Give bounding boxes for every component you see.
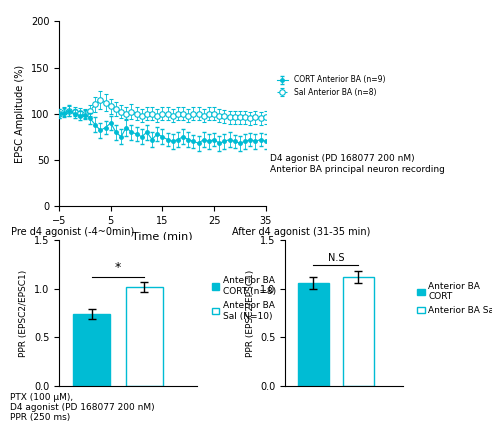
Legend: Anterior BA
CORT (n=8), Anterior BA
Sal (N=10): Anterior BA CORT (n=8), Anterior BA Sal …	[208, 273, 279, 324]
Text: PTX (100 μM),
D4 agonist (PD 168077 200 nM)
PPR (250 ms): PTX (100 μM), D4 agonist (PD 168077 200 …	[10, 393, 154, 422]
Bar	[73, 314, 110, 386]
Bar	[343, 277, 374, 386]
Text: *: *	[115, 261, 121, 274]
Y-axis label: PPR (EPSC2/EPSC1): PPR (EPSC2/EPSC1)	[19, 269, 29, 357]
Y-axis label: PPR (EPSC2/EPSC1): PPR (EPSC2/EPSC1)	[246, 269, 255, 357]
Bar	[298, 283, 329, 386]
X-axis label: Time (min): Time (min)	[132, 231, 193, 241]
Text: Pre d4 agonist (-4~0min): Pre d4 agonist (-4~0min)	[11, 227, 134, 237]
Legend: Anterior BA
CORT, Anterior BA Sal: Anterior BA CORT, Anterior BA Sal	[414, 278, 492, 319]
Text: D4 agonist (PD 168077 200 nM)
Anterior BA principal neuron recording: D4 agonist (PD 168077 200 nM) Anterior B…	[270, 154, 445, 174]
Text: After d4 agonist (31-35 min): After d4 agonist (31-35 min)	[232, 227, 370, 237]
Text: N.S: N.S	[328, 253, 344, 263]
Y-axis label: EPSC Amplitude (%): EPSC Amplitude (%)	[15, 65, 25, 163]
Bar	[126, 287, 163, 386]
Legend: CORT Anterior BA (n=9), Sal Anterior BA (n=8): CORT Anterior BA (n=9), Sal Anterior BA …	[274, 73, 389, 100]
